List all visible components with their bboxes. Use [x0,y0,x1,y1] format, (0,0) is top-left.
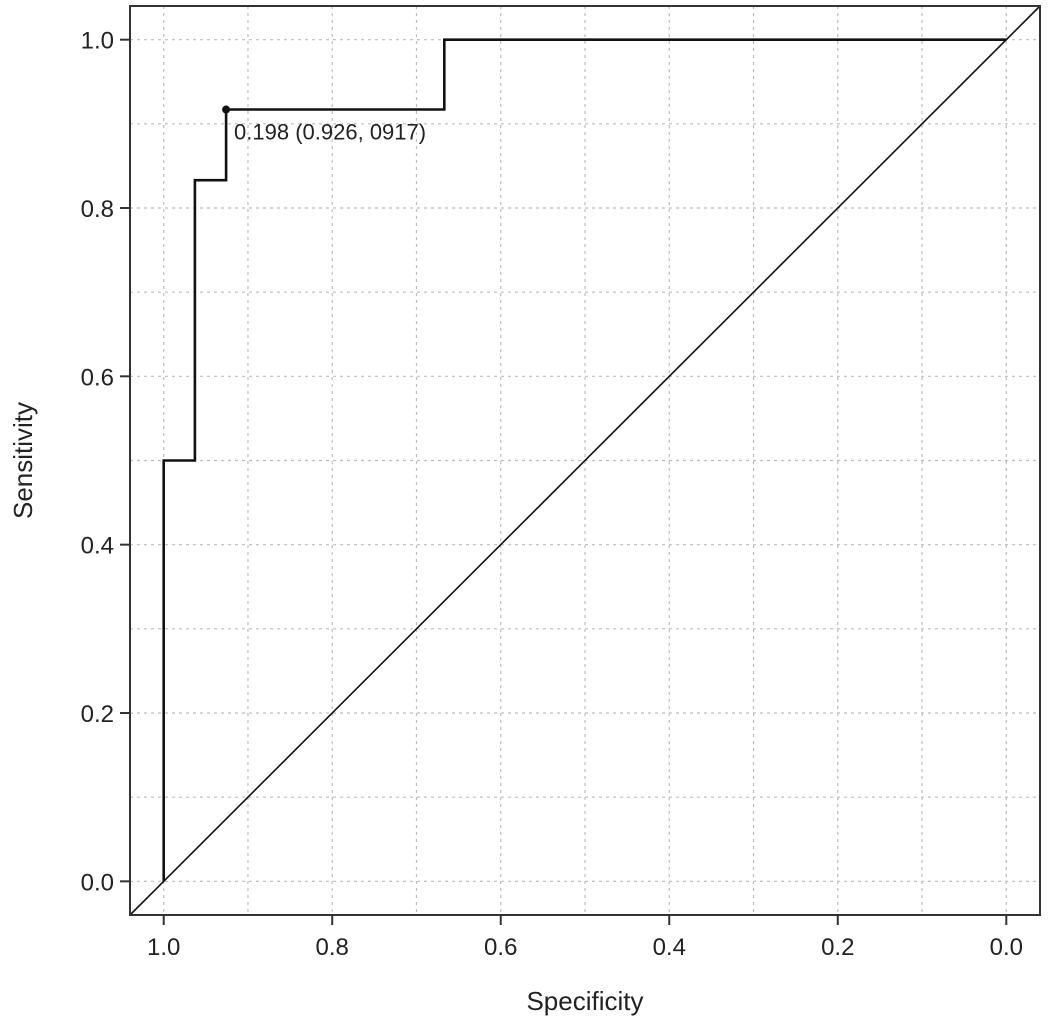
y-tick-label: 0.4 [81,533,114,560]
x-tick-label: 0.2 [821,934,854,961]
y-tick-label: 1.0 [81,28,114,55]
y-tick-label: 0.6 [81,364,114,391]
reference-diagonal [129,5,1041,916]
roc-step-line [162,38,1007,882]
y-axis-ticks: 0.0 0.2 0.4 0.6 0.8 1.0 [81,28,130,896]
y-axis-title: Sensitivity [8,402,38,519]
threshold-label: 0.198 (0.926, 0917) [234,120,426,145]
plot-frame [129,5,1041,916]
x-tick-label: 0.6 [484,934,517,961]
y-tick-label: 0.2 [81,701,114,728]
x-tick-label: 1.0 [147,934,180,961]
x-tick-label: 0.0 [990,934,1023,961]
diagonal-line-extension [1005,5,1041,41]
annotations: 0.198 (0.926, 0917) [222,105,426,145]
x-tick-label: 0.4 [653,934,686,961]
y-tick-label: 0.0 [81,869,114,896]
x-axis-title: Specificity [526,986,643,1016]
x-axis-ticks: 1.0 0.8 0.6 0.4 0.2 0.0 [147,915,1023,961]
x-tick-label: 0.8 [316,934,349,961]
y-tick-label: 0.8 [81,196,114,223]
threshold-point [222,105,231,114]
diagonal-line-extension [129,880,165,916]
roc-curve [162,38,1007,882]
diagonal-line [163,39,1007,882]
